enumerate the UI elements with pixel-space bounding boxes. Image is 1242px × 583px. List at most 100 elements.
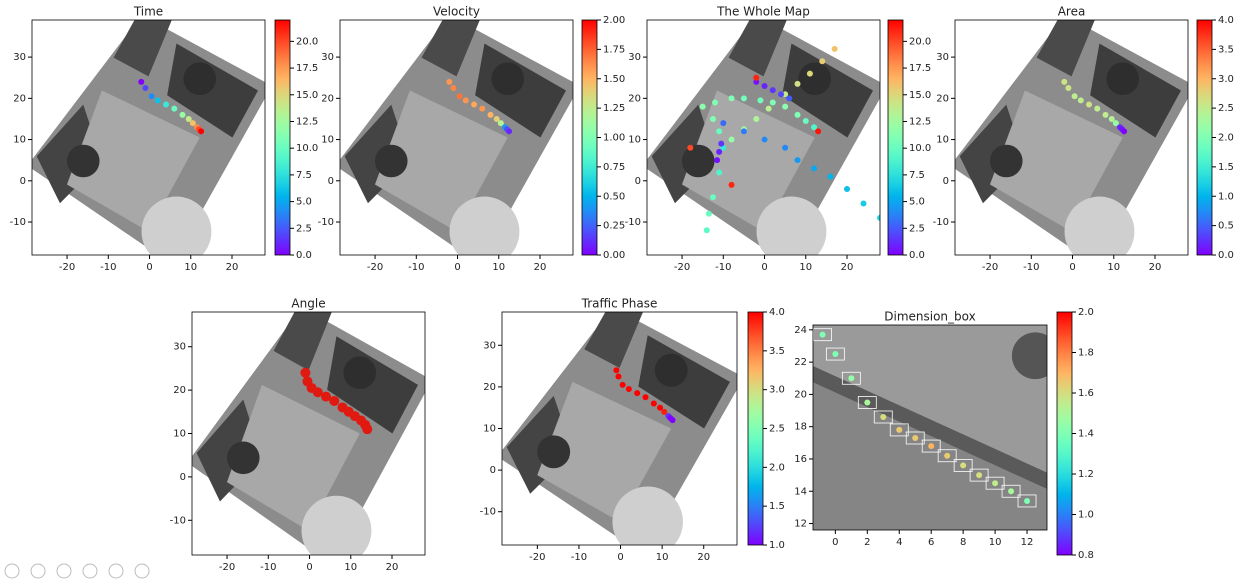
y-tick-label: 0 [20, 176, 26, 187]
tree [654, 353, 688, 387]
point [171, 105, 178, 112]
y-tick-label: 20 [483, 382, 496, 393]
points [300, 367, 373, 435]
colorbar-tick-label: 1.25 [603, 103, 625, 114]
x-tick-label: 10 [184, 262, 197, 273]
building [584, 312, 643, 368]
point [189, 120, 196, 127]
point [1121, 128, 1128, 135]
y-tick-label: -10 [480, 507, 496, 518]
colorbar [1196, 19, 1213, 256]
point [769, 99, 776, 106]
point [198, 128, 205, 135]
x-tick-label: 10 [344, 562, 357, 573]
y-tick-label: 10 [483, 424, 496, 435]
point [362, 424, 373, 435]
point [1086, 101, 1093, 108]
plaza [449, 196, 520, 255]
x-tick-label: -20 [367, 262, 383, 273]
y-tick-label: 16 [794, 454, 807, 465]
y-tick-label: 14 [794, 486, 807, 497]
point [615, 373, 622, 380]
control-icon[interactable] [30, 563, 46, 579]
point [657, 404, 664, 411]
x-tick-label: -20 [982, 262, 998, 273]
point [757, 97, 764, 104]
colorbar-tick-label: 2.5 [1218, 103, 1234, 114]
colorbar-tick-label: 5.0 [296, 197, 312, 208]
point [619, 381, 626, 388]
y-tick-label: 10 [321, 135, 334, 146]
point [1077, 97, 1084, 104]
colorbar-tick-label: 1.5 [1218, 162, 1234, 173]
point [650, 400, 657, 407]
x-tick-label: 12 [1021, 537, 1034, 548]
y-tick-label: 0 [635, 176, 641, 187]
y-tick-label: 18 [794, 422, 807, 433]
point [712, 99, 719, 106]
plaza [141, 196, 212, 255]
colorbar [887, 19, 904, 256]
point [811, 124, 818, 131]
plaza [756, 196, 827, 255]
tree [183, 62, 217, 96]
colorbar-tick-label: 20.0 [296, 36, 318, 47]
control-icon[interactable] [108, 563, 124, 579]
point [782, 91, 789, 98]
tree [343, 356, 377, 390]
point [1065, 85, 1072, 92]
colorbar-tick-label: 1.75 [603, 44, 625, 55]
colorbar-tick-label: 0.0 [909, 250, 925, 261]
point [815, 128, 822, 135]
point [716, 169, 723, 176]
subplot-title: Traffic Phase [581, 297, 658, 311]
point [794, 111, 801, 118]
colorbar-tick-label: 0.8 [1078, 550, 1094, 561]
road [989, 90, 1123, 232]
colorbar-tick-label: 2.5 [769, 424, 785, 435]
colorbar-tick-label: 0.0 [1218, 250, 1234, 261]
y-tick-label: 30 [936, 52, 949, 63]
dimension-box [1001, 484, 1021, 498]
control-icon[interactable] [82, 563, 98, 579]
colorbar-tick-label: 1.5 [769, 501, 785, 512]
point [864, 399, 871, 406]
building [421, 20, 480, 77]
points [446, 78, 513, 135]
x-tick-label: -10 [571, 552, 587, 563]
dimension-box [1017, 494, 1037, 508]
background-image [192, 312, 425, 555]
subplot-title: Time [133, 5, 163, 19]
points [138, 78, 205, 135]
point [778, 91, 785, 98]
point [728, 95, 735, 102]
subplot: -20 -10 0 10 20 -10 0 10 20 30 Area 0.0 0.5 1.0 1.5 2.0… [933, 5, 1234, 274]
control-icon[interactable] [56, 563, 72, 579]
point [642, 394, 649, 401]
y-tick-label: 20 [794, 389, 807, 400]
point [300, 367, 311, 378]
road [374, 90, 508, 232]
control-icon[interactable] [134, 563, 150, 579]
subplot-title: The Whole Map [716, 5, 810, 19]
point [506, 128, 513, 135]
control-icon[interactable] [4, 563, 20, 579]
colorbar-tick-label: 15.0 [296, 90, 318, 101]
point [142, 85, 149, 92]
colorbar [1056, 311, 1073, 556]
colorbar-tick-label: 0.0 [296, 250, 312, 261]
point [1024, 497, 1031, 504]
point [1112, 120, 1119, 127]
point [992, 480, 999, 487]
colorbar-tick-label: 10.0 [296, 143, 318, 154]
point [880, 414, 887, 421]
x-tick-label: -10 [1023, 262, 1039, 273]
colorbar-tick-label: 17.5 [296, 63, 318, 74]
y-tick-label: 0 [328, 176, 334, 187]
colorbar-tick-label: 7.5 [296, 170, 312, 181]
point [329, 395, 340, 406]
subplot-title: Area [1058, 5, 1086, 19]
y-tick-label: -10 [10, 217, 26, 228]
x-tick-label: -10 [260, 562, 276, 573]
point [1071, 93, 1078, 100]
